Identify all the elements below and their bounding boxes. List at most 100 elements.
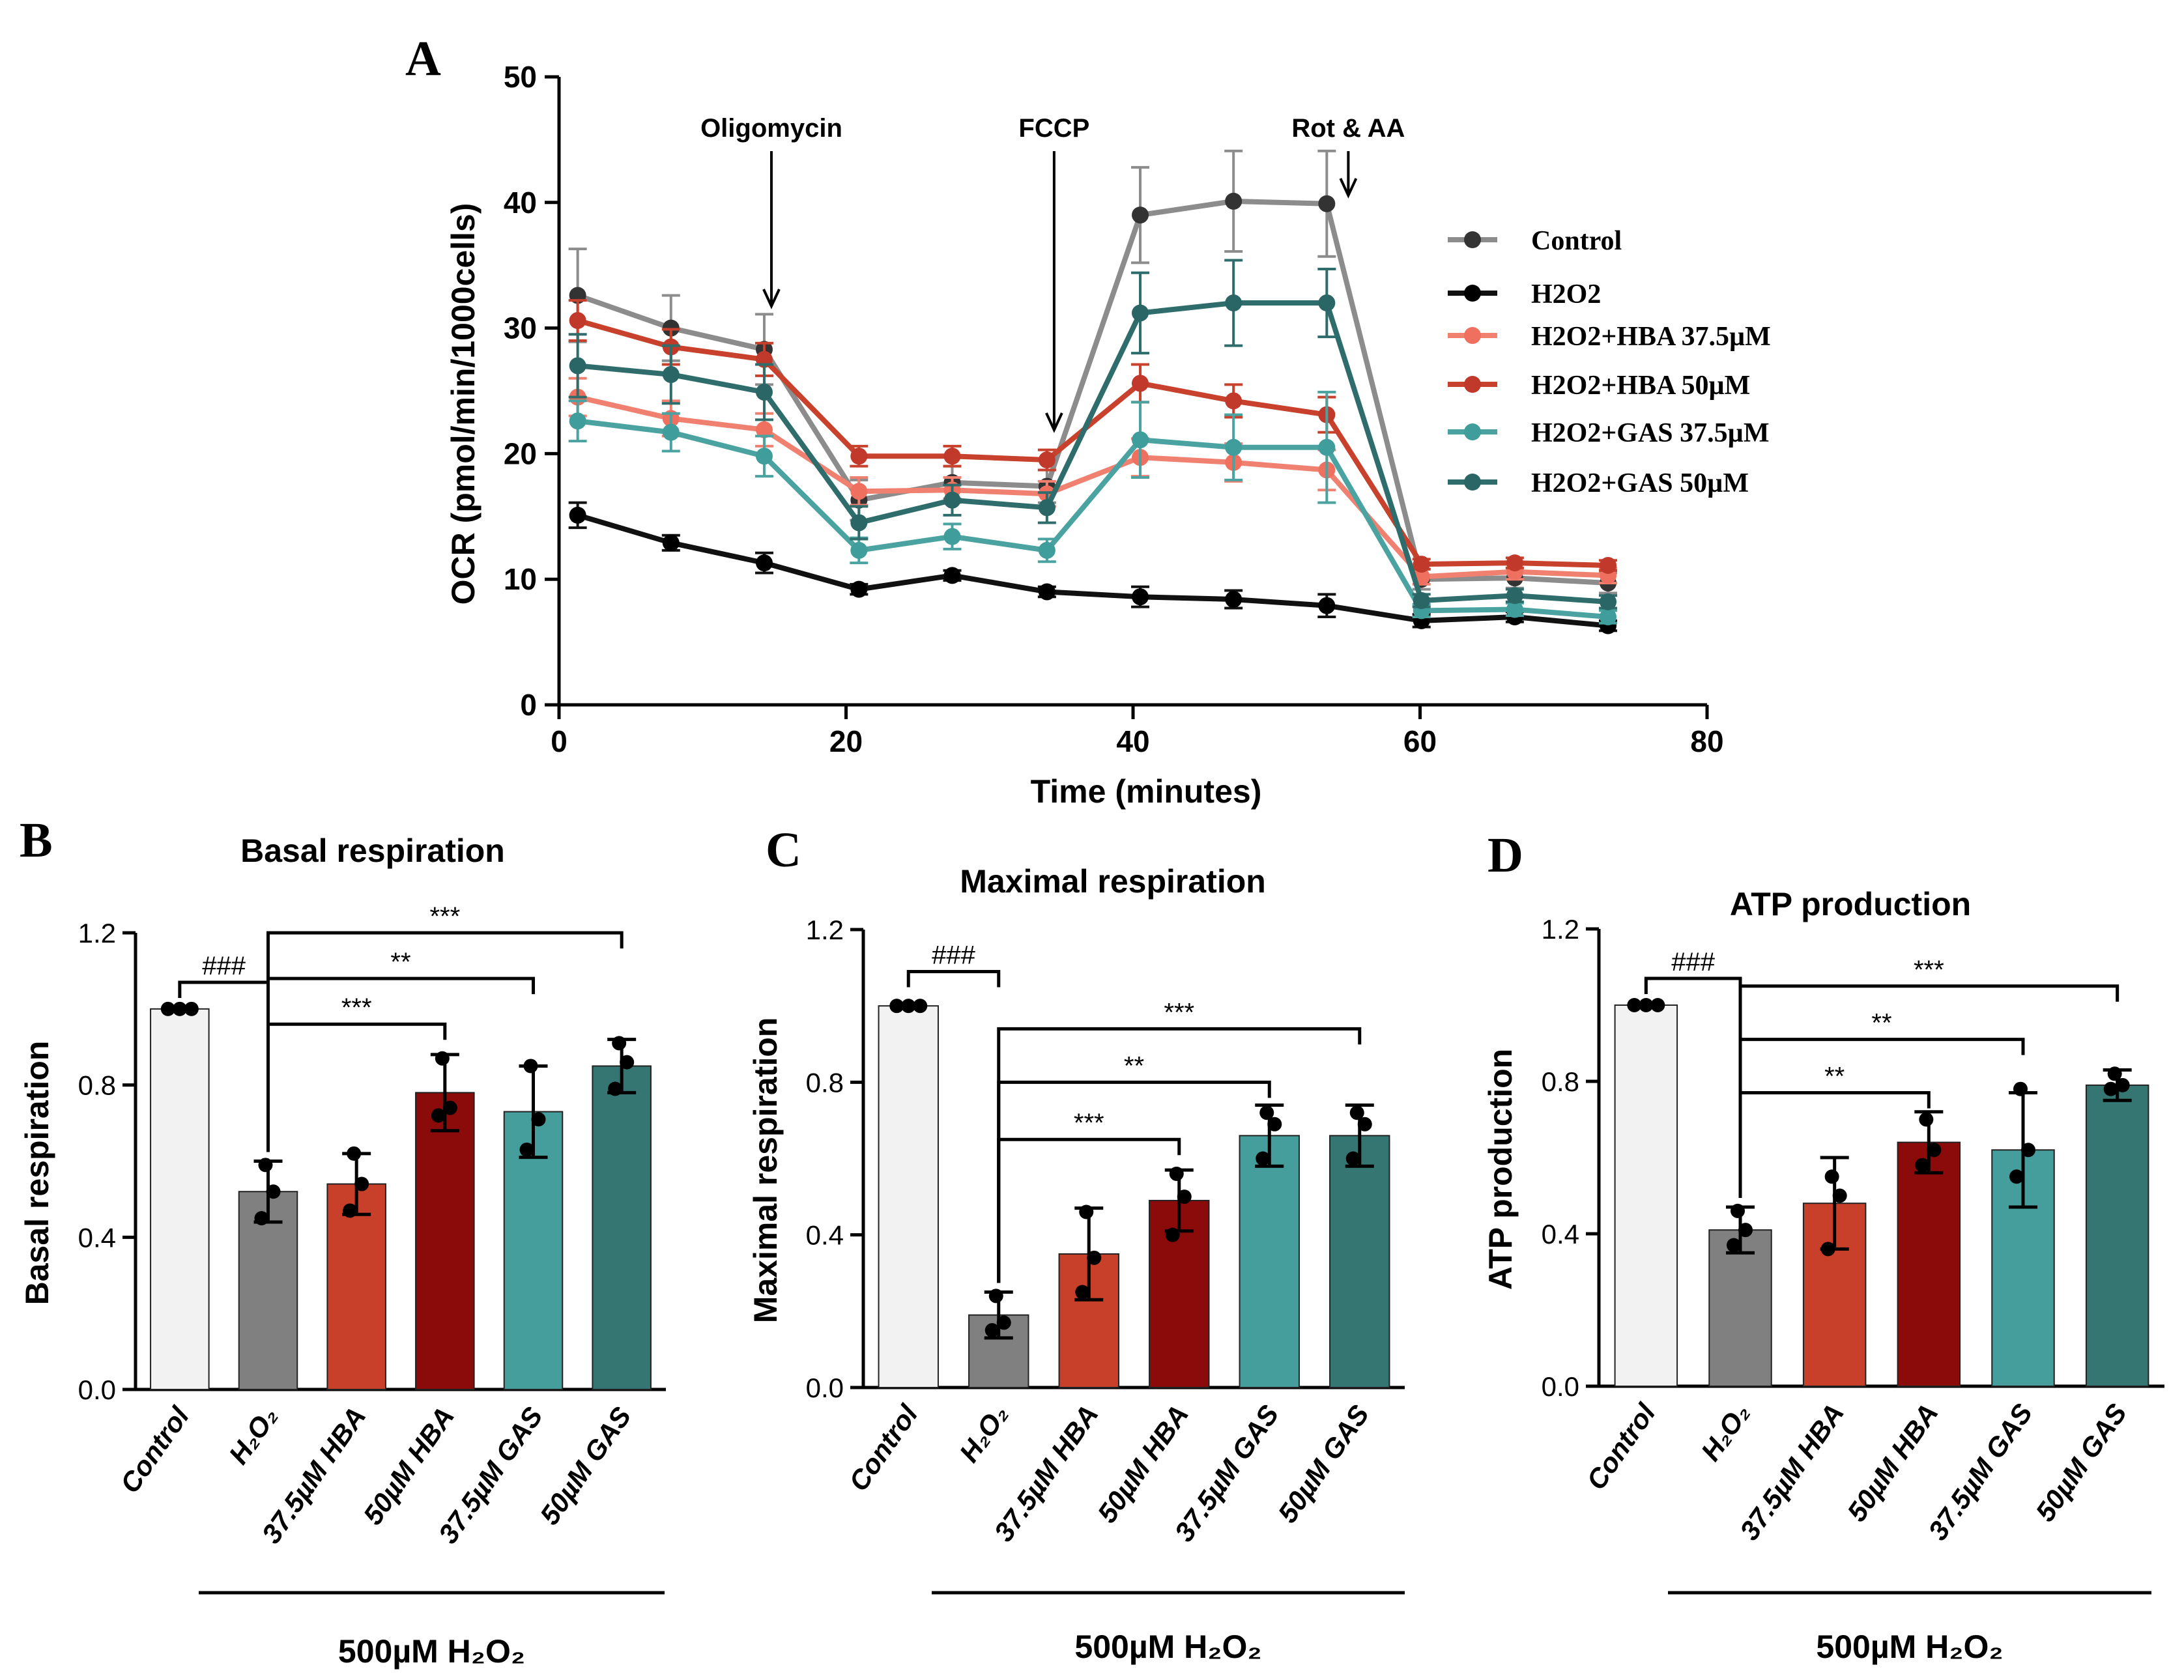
panel-letter: B: [20, 813, 53, 868]
data-point: [850, 580, 868, 598]
bar: [878, 1005, 939, 1388]
significance-bracket: [1738, 1038, 2025, 1199]
data-point: [662, 423, 680, 441]
data-point: [662, 534, 680, 552]
y-tick-label: 0.8: [1542, 1066, 1579, 1097]
data-point: [2013, 1081, 2028, 1096]
data-point: [1820, 1242, 1835, 1257]
data-point: [254, 1211, 269, 1226]
legend-entry: Control: [1448, 226, 1622, 256]
data-point: [258, 1158, 273, 1173]
legend-label: Control: [1531, 226, 1622, 256]
panel-letter: C: [766, 823, 801, 877]
data-point: [442, 1100, 457, 1115]
data-point: [1413, 556, 1430, 573]
data-point: [1038, 541, 1056, 559]
category-label: Control: [1581, 1397, 1662, 1495]
data-point: [1038, 583, 1056, 601]
bar: [326, 1183, 386, 1391]
data-point: [755, 554, 773, 572]
data-point: [913, 999, 928, 1014]
annotation-label: Oligomycin: [700, 114, 842, 143]
data-point: [435, 1051, 450, 1066]
data-point: [1225, 192, 1243, 210]
series-5: [568, 259, 1618, 610]
category-label: 50µM GAS: [2030, 1398, 2133, 1527]
legend-swatch-marker: [1464, 423, 1481, 440]
data-point: [1132, 304, 1149, 322]
y-tick-label: 40: [504, 186, 537, 220]
data-point: [1600, 593, 1617, 610]
data-point: [1832, 1188, 1847, 1203]
series-line: [577, 198, 1609, 586]
x-tick-label: 0: [551, 724, 568, 758]
panel-b: B Basal respiration 0.0 0.4 0.8 1.2 Basal resp…: [19, 813, 666, 1670]
data-point: [1225, 438, 1243, 456]
significance-label: ###: [1671, 948, 1715, 976]
group-label: 500µM H₂O₂: [1816, 1629, 2003, 1665]
y-tick-label: 0.8: [806, 1067, 844, 1098]
significance-label: ***: [429, 902, 460, 931]
data-point: [172, 1001, 187, 1016]
legend-label: H2O2+GAS 50µM: [1531, 468, 1749, 498]
data-point: [984, 1323, 999, 1338]
y-axis-label: Basal respiration: [19, 1041, 55, 1305]
data-point: [2103, 1081, 2118, 1096]
data-point: [755, 383, 773, 401]
data-point: [1349, 1105, 1364, 1120]
y-tick-label: 0.0: [806, 1373, 844, 1403]
data-point: [2021, 1143, 2035, 1158]
category-label: 50µM GAS: [534, 1401, 637, 1530]
data-point: [354, 1176, 369, 1191]
data-point: [850, 483, 868, 500]
data-point: [943, 528, 961, 545]
data-point: [1727, 1238, 1741, 1253]
x-tick-label: 20: [829, 724, 863, 758]
y-axis-label: Maximal respiration: [747, 1018, 784, 1324]
y-tick-label: 10: [504, 562, 537, 596]
data-point: [266, 1184, 281, 1199]
y-tick-label: 0.0: [1542, 1371, 1579, 1402]
data-point: [1600, 608, 1617, 626]
y-tick-label: 50: [504, 60, 537, 94]
data-point: [996, 1315, 1011, 1330]
significance-bracket: [1738, 984, 2119, 1199]
data-point: [1038, 451, 1056, 469]
data-point: [1650, 998, 1665, 1012]
data-point: [569, 412, 586, 430]
data-point: [1225, 392, 1243, 410]
legend-entry: H2O2+HBA 37.5µM: [1448, 322, 1771, 352]
y-axis-label: OCR (pmol/min/1000cells): [445, 203, 481, 605]
bar: [592, 1065, 652, 1391]
bar: [238, 1191, 298, 1390]
y-tick-label: 0.4: [806, 1220, 844, 1251]
data-point: [1731, 1203, 1745, 1218]
data-point: [889, 999, 904, 1014]
series-line: [577, 300, 1609, 605]
annotation-label: FCCP: [1018, 114, 1089, 143]
data-point: [1075, 1285, 1090, 1300]
bar: [1614, 1004, 1678, 1387]
bar: [1897, 1141, 1961, 1387]
data-point: [1132, 375, 1149, 392]
significance-label: ***: [341, 993, 372, 1022]
legend-entry: H2O2+GAS 50µM: [1448, 468, 1749, 498]
bar: [2085, 1084, 2149, 1387]
x-axis-label: Time (minutes): [1031, 773, 1262, 810]
series-1: [568, 501, 1618, 634]
data-point: [1357, 1117, 1372, 1132]
chart-title: ATP production: [1730, 886, 1971, 922]
data-point: [755, 421, 773, 438]
annotation-label: Rot & AA: [1291, 114, 1405, 143]
significance-bracket: [997, 1080, 1271, 1283]
data-point: [2107, 1066, 2122, 1081]
significance-bracket: [906, 969, 1001, 988]
data-point: [1079, 1204, 1094, 1219]
data-point: [347, 1146, 362, 1161]
data-point: [531, 1112, 546, 1127]
data-point: [569, 312, 586, 330]
significance-label: **: [1871, 1009, 1891, 1038]
annotation-arrowhead: [762, 289, 781, 309]
data-point: [1267, 1117, 1282, 1132]
